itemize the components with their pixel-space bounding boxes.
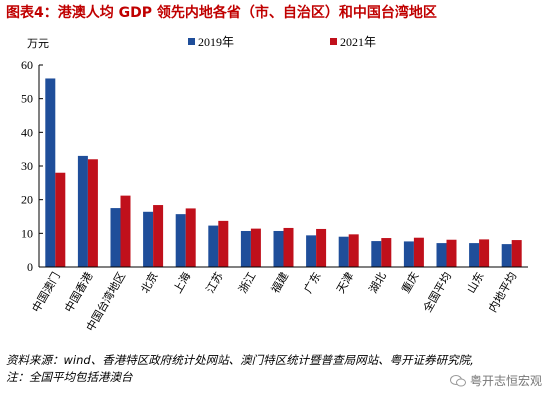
x-tick-label: 山东	[464, 270, 486, 296]
bar-2019	[501, 244, 512, 267]
bars-group	[45, 78, 522, 267]
bar-2021	[153, 205, 164, 267]
legend-swatch	[188, 38, 195, 45]
bar-2021	[218, 220, 229, 267]
bar-2019	[338, 236, 349, 267]
watermark-text: 粤开志恒宏观	[469, 374, 542, 388]
y-tick-label: 0	[27, 260, 33, 274]
bar-2021	[348, 234, 359, 267]
x-tick-label: 上海	[170, 270, 193, 296]
y-tick-label: 30	[21, 159, 33, 173]
bar-2019	[436, 243, 447, 267]
y-tick-label: 50	[21, 92, 33, 106]
x-tick-label: 内地平均	[485, 270, 519, 315]
bar-2021	[413, 237, 424, 267]
bar-2021	[55, 172, 66, 267]
bar-2019	[208, 225, 219, 267]
y-tick-label: 60	[21, 58, 33, 72]
bar-2021	[185, 208, 196, 267]
x-tick-label: 广东	[301, 270, 323, 296]
bar-2019	[273, 230, 284, 267]
y-axis: 0 10 20 30 40 50 60	[21, 58, 43, 274]
bar-2019	[77, 155, 88, 267]
x-tick-label: 中国香港	[62, 270, 95, 315]
y-axis-unit-label: 万元	[27, 37, 49, 50]
legend-label: 2021年	[340, 35, 376, 49]
source-note: 资料来源：wind、香港特区政府统计处网站、澳门特区统计暨普查局网站、粤开证券研…	[6, 352, 546, 386]
x-tick-label: 中国澳门	[29, 270, 63, 315]
bar-2021	[250, 228, 261, 267]
bar-2019	[175, 214, 186, 267]
bar-2019	[45, 78, 56, 267]
y-tick-label: 10	[21, 226, 33, 240]
y-tick-label: 40	[21, 125, 33, 139]
x-tick-label: 江苏	[204, 270, 226, 296]
bar-2021	[479, 239, 490, 267]
figure-title: 图表4：港澳人均 GDP 领先内地各省（市、自治区）和中国台湾地区	[6, 5, 437, 21]
x-tick-label: 浙江	[236, 270, 258, 296]
bar-2021	[381, 238, 392, 267]
x-tick-label: 湖北	[367, 270, 389, 296]
bar-2021	[283, 227, 294, 267]
source-text: 资料来源：wind、香港特区政府统计处网站、澳门特区统计暨普查局网站、粤开证券研…	[6, 353, 474, 367]
chart-legend: 2019年 2021年	[188, 35, 376, 49]
bar-2019	[403, 241, 414, 267]
x-tick-label: 全国平均	[420, 270, 454, 315]
bar-chart: 万元 2019年 2021年 0 10 20 30 40 50 60 中国澳门 中国香港中国台湾…	[21, 35, 528, 334]
bar-2019	[469, 243, 480, 267]
bar-2019	[110, 208, 121, 267]
legend-label: 2019年	[198, 35, 234, 49]
bar-2019	[240, 230, 251, 267]
y-tick-label: 20	[21, 193, 33, 207]
bar-2021	[446, 239, 457, 267]
bar-2021	[316, 228, 327, 267]
bar-2019	[143, 211, 154, 267]
x-tick-label: 重庆	[398, 270, 421, 296]
bar-2021	[87, 159, 98, 267]
bar-2021	[511, 240, 522, 267]
x-tick-label: 北京	[138, 270, 161, 296]
watermark: 粤开志恒宏观	[449, 372, 542, 389]
bar-2019	[306, 235, 317, 267]
bar-2019	[371, 241, 382, 267]
x-tick-label: 天津	[334, 270, 356, 296]
wechat-icon	[449, 374, 466, 386]
note-text: 注：全国平均包括港澳台	[6, 370, 133, 384]
legend-swatch	[330, 38, 337, 45]
x-tick-label: 福建	[268, 270, 291, 296]
bar-2021	[120, 195, 131, 267]
